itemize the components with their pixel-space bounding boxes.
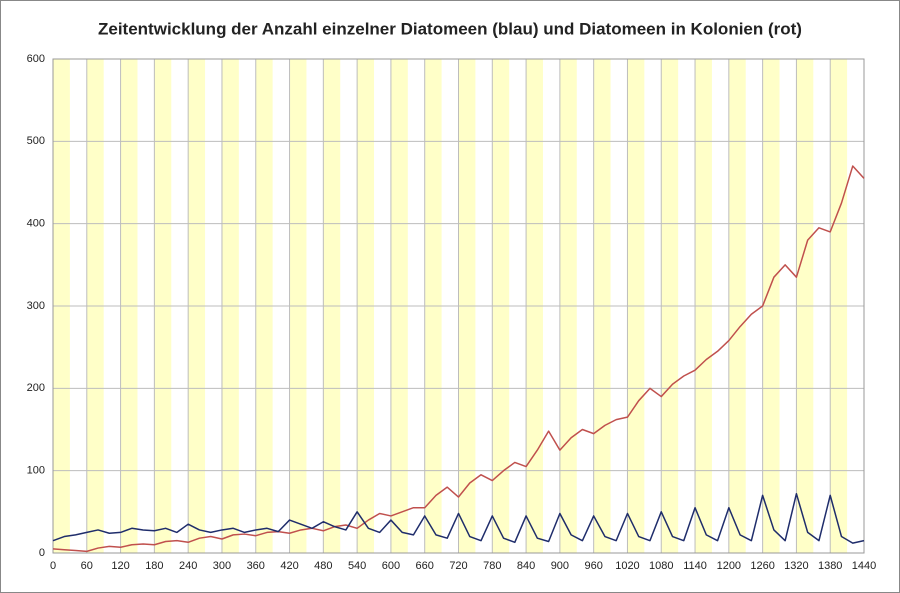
y-tick-label: 200 bbox=[27, 382, 45, 394]
x-tick-label: 1320 bbox=[784, 560, 808, 572]
chart-title: Zeitentwicklung der Anzahl einzelner Dia… bbox=[98, 19, 802, 38]
data-line bbox=[52, 492, 865, 544]
x-tick-label: 600 bbox=[382, 560, 400, 572]
x-tick-label: 900 bbox=[551, 560, 569, 572]
x-tick-label: 840 bbox=[517, 560, 535, 572]
x-tick-label: 1080 bbox=[649, 560, 673, 572]
plot-border bbox=[52, 58, 865, 554]
y-tick-label: 500 bbox=[27, 135, 45, 147]
x-tick-label: 300 bbox=[213, 560, 231, 572]
data-line bbox=[52, 165, 865, 553]
x-tick-label: 780 bbox=[483, 560, 501, 572]
x-tick-label: 1020 bbox=[615, 560, 639, 572]
x-tick-label: 480 bbox=[314, 560, 332, 572]
x-tick-label: 720 bbox=[449, 560, 467, 572]
x-tick-label: 360 bbox=[247, 560, 265, 572]
x-tick-label: 1380 bbox=[818, 560, 842, 572]
y-tick-label: 600 bbox=[27, 53, 45, 65]
y-tick-label: 0 bbox=[39, 547, 45, 559]
x-tick-label: 120 bbox=[111, 560, 129, 572]
x-tick-label: 1140 bbox=[683, 560, 707, 572]
x-tick-label: 0 bbox=[50, 560, 56, 572]
x-tick-label: 1260 bbox=[750, 560, 774, 572]
x-tick-label: 180 bbox=[145, 560, 163, 572]
x-tick-label: 540 bbox=[348, 560, 366, 572]
y-tick-label: 100 bbox=[27, 465, 45, 477]
y-tick-label: 300 bbox=[27, 300, 45, 312]
x-tick-label: 960 bbox=[584, 560, 602, 572]
x-tick-label: 660 bbox=[416, 560, 434, 572]
x-tick-label: 1200 bbox=[717, 560, 741, 572]
x-tick-label: 240 bbox=[179, 560, 197, 572]
x-tick-label: 420 bbox=[280, 560, 298, 572]
x-tick-label: 60 bbox=[81, 560, 93, 572]
y-tick-label: 400 bbox=[27, 218, 45, 230]
x-tick-label: 1440 bbox=[852, 560, 876, 572]
